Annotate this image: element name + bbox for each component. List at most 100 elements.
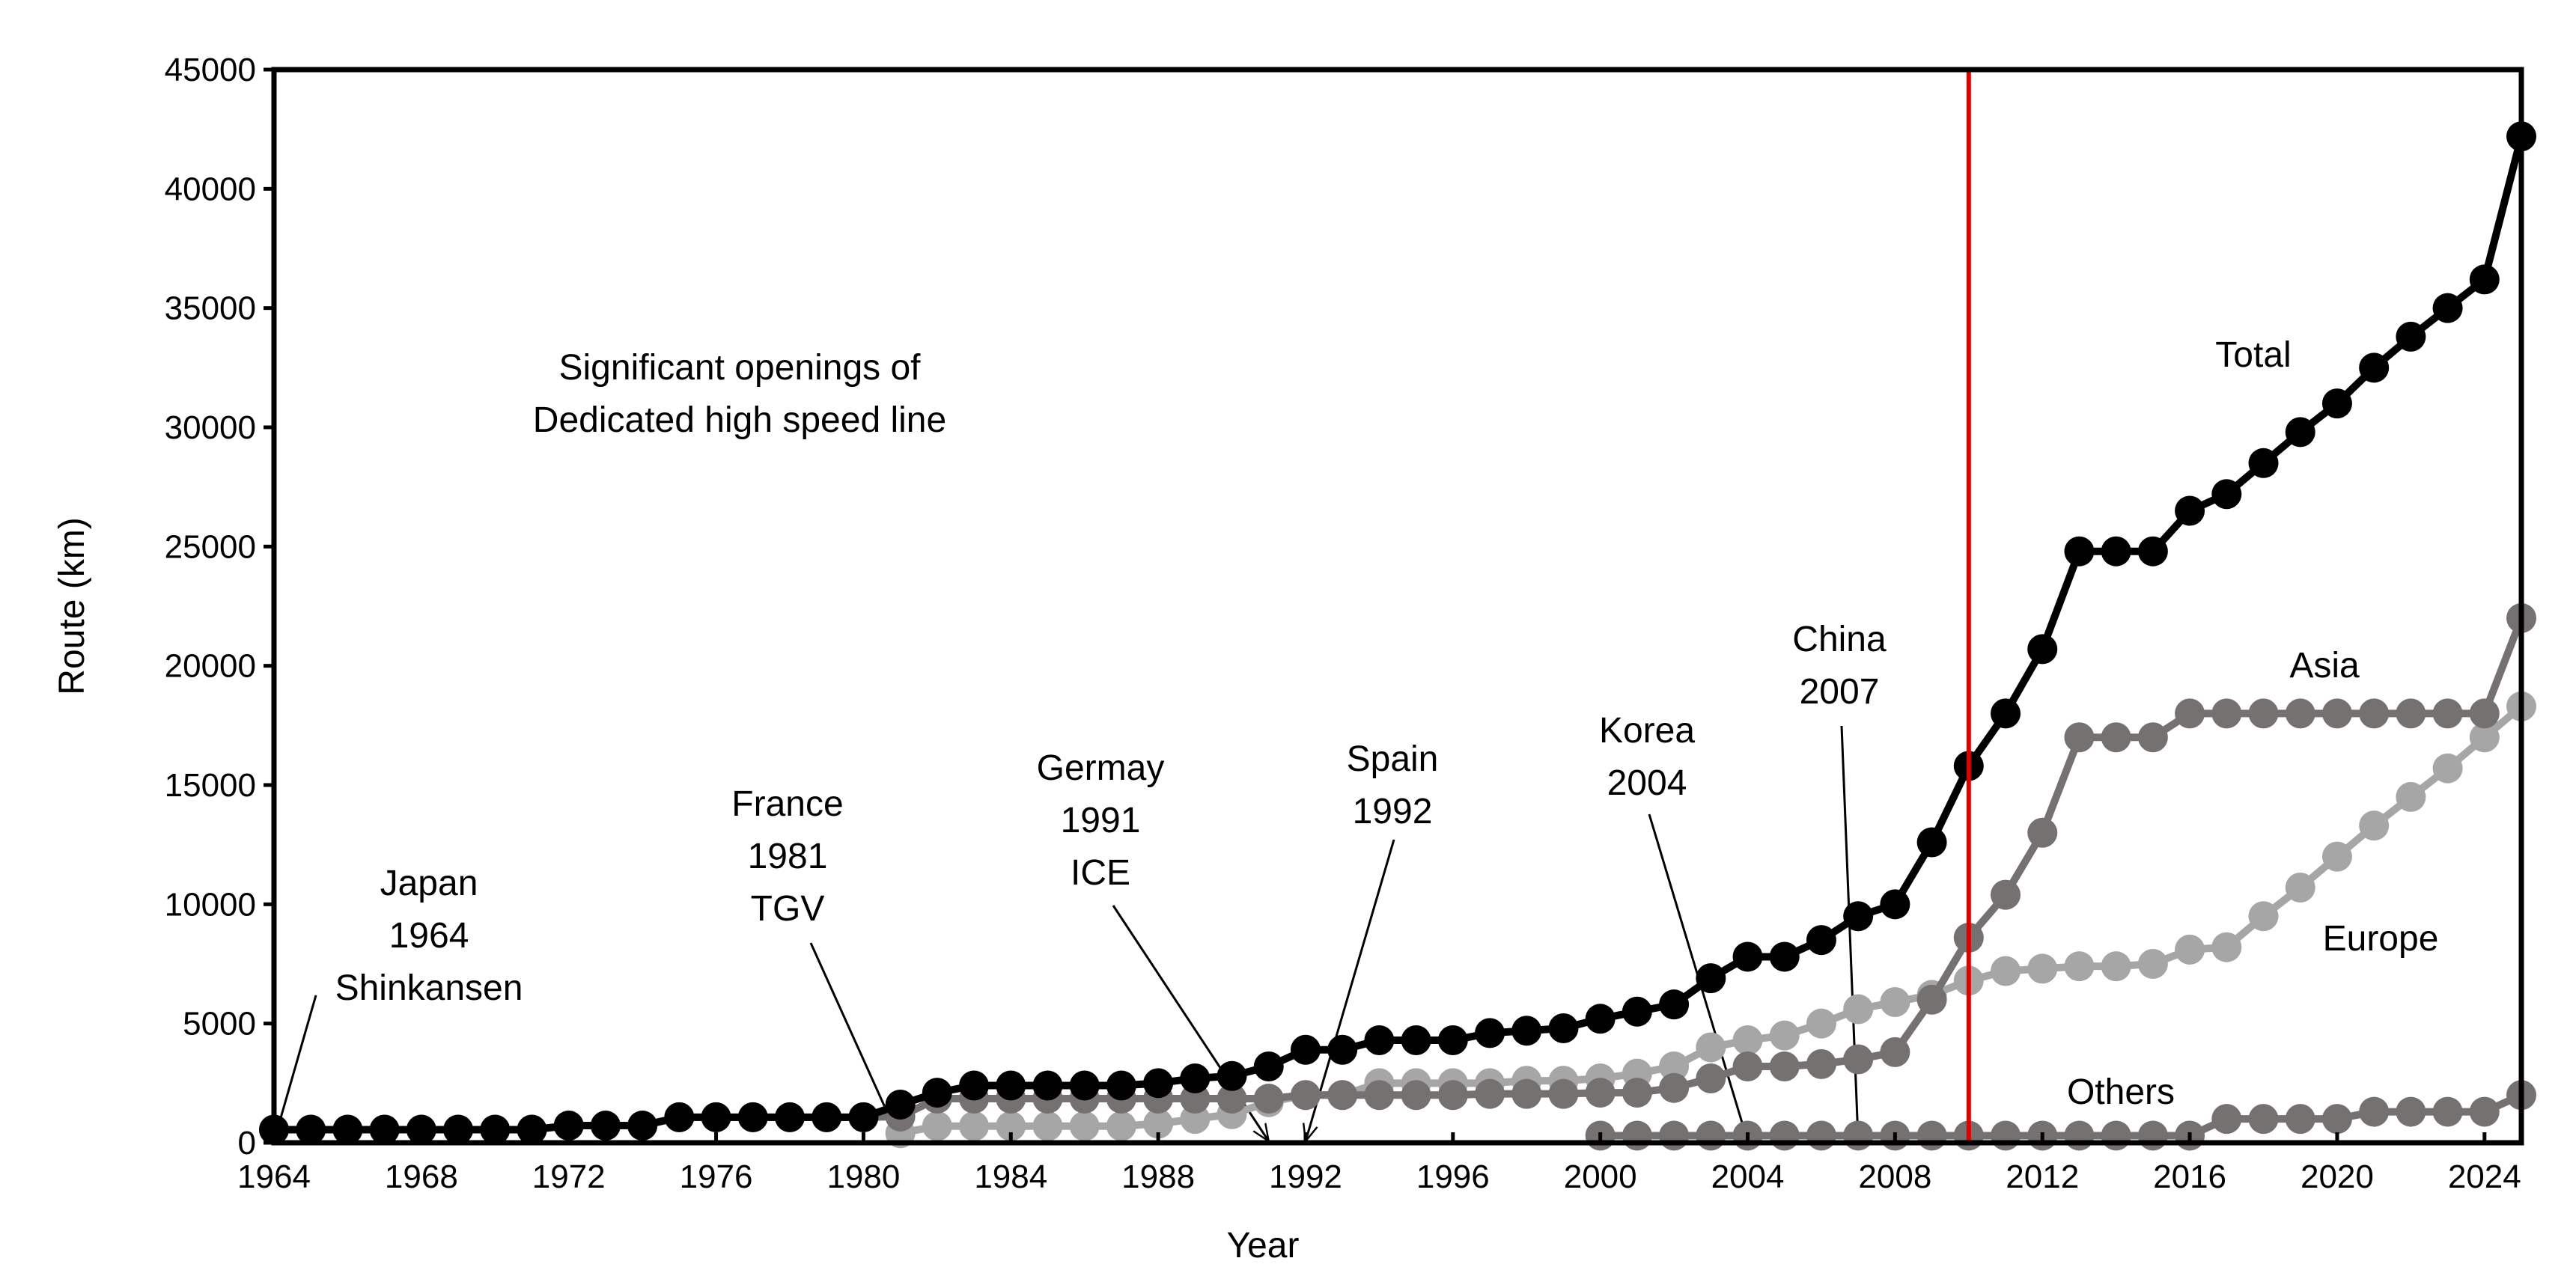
data-point-total (664, 1102, 695, 1132)
series-label-others: Others (2067, 1072, 2175, 1112)
data-point-total (1401, 1025, 1431, 1055)
y-tick-label: 10000 (165, 886, 256, 923)
data-point-europe (1106, 1111, 1136, 1141)
annotation-text: Germay (1037, 748, 1165, 788)
data-point-total (2469, 264, 2500, 295)
data-point-total (1585, 1004, 1616, 1034)
series-label-total: Total (2215, 335, 2291, 375)
annotation-japan: Japan 1964 Shinkansen (274, 864, 523, 1141)
data-point-asia (2321, 698, 2352, 729)
data-point-total (480, 1114, 511, 1145)
data-point-total (1806, 925, 1836, 956)
series-label-asia: Asia (2289, 646, 2360, 686)
data-point-asia (1732, 1051, 1763, 1082)
y-tick-label: 30000 (165, 409, 256, 446)
annotation-text: Shinkansen (335, 968, 523, 1008)
data-point-total (1364, 1025, 1395, 1055)
y-tick-label: 45000 (165, 52, 256, 88)
series-label-europe: Europe (2323, 919, 2439, 959)
data-point-total (1622, 996, 1652, 1027)
data-point-others (2396, 1096, 2426, 1127)
data-point-europe (1732, 1025, 1763, 1055)
data-point-asia (1364, 1080, 1395, 1111)
data-point-total (1916, 827, 1947, 858)
data-point-total (2248, 448, 2279, 478)
data-point-total (922, 1078, 952, 1108)
data-point-europe (2321, 841, 2352, 872)
data-point-others (2285, 1104, 2315, 1135)
data-point-total (1880, 889, 1910, 920)
annotation-text: Korea (1599, 711, 1695, 751)
data-point-total (517, 1114, 547, 1145)
data-point-others (2432, 1096, 2463, 1127)
data-point-asia (2248, 698, 2279, 729)
data-point-others (1916, 1120, 1947, 1151)
data-point-others (2321, 1104, 2352, 1135)
data-point-total (1475, 1018, 1505, 1048)
data-point-total (2396, 321, 2426, 352)
x-axis-label: Year (1227, 1226, 1300, 1266)
y-tick-label: 5000 (183, 1006, 256, 1042)
data-point-asia (1659, 1072, 1690, 1103)
data-point-europe (2432, 753, 2463, 784)
annotation-text: Significant openings of (559, 348, 922, 388)
data-point-others (1659, 1120, 1690, 1151)
data-point-asia (1916, 984, 1947, 1015)
data-point-asia (1511, 1078, 1542, 1109)
data-point-europe (1769, 1020, 1800, 1051)
data-point-total (1991, 698, 2021, 729)
annotation-title: Significant openings of Dedicated high sp… (533, 348, 946, 440)
series-layer (259, 121, 2536, 1151)
data-point-total (996, 1070, 1026, 1101)
data-point-others (2359, 1096, 2390, 1127)
data-point-others (2211, 1104, 2242, 1135)
data-point-asia (2432, 698, 2463, 729)
data-point-asia (1327, 1080, 1358, 1111)
x-tick-label: 2016 (2153, 1158, 2226, 1195)
data-point-europe (922, 1111, 952, 1141)
y-tick-label: 25000 (165, 528, 256, 565)
data-point-total (737, 1102, 768, 1132)
data-point-total (2432, 293, 2463, 323)
y-tick-label: 35000 (165, 290, 256, 327)
annotation-text: China (1792, 620, 1887, 659)
data-point-asia (1880, 1037, 1910, 1067)
data-point-asia (1991, 879, 2021, 910)
data-point-total (812, 1102, 842, 1132)
data-point-others (1696, 1120, 1726, 1151)
data-point-europe (2396, 781, 2426, 812)
annotation-text: TGV (751, 889, 825, 929)
data-point-asia (1622, 1078, 1652, 1108)
data-point-total (553, 1111, 584, 1141)
data-point-total (774, 1102, 805, 1132)
data-point-others (1991, 1120, 2021, 1151)
x-tick-label: 1972 (532, 1158, 606, 1195)
annotation-text: 1981 (748, 837, 828, 876)
x-tick-label: 1976 (680, 1158, 753, 1195)
data-point-europe (1696, 1032, 1726, 1063)
data-point-total (627, 1111, 658, 1141)
data-point-others (2248, 1104, 2279, 1135)
data-point-total (1290, 1034, 1321, 1065)
data-point-europe (2248, 901, 2279, 932)
data-point-total (1106, 1070, 1136, 1101)
series-line-total (274, 135, 2525, 1134)
annotation-text: 2004 (1607, 763, 1687, 803)
data-point-others (1843, 1120, 1874, 1151)
data-point-europe (2137, 949, 2168, 979)
annotation-text: 1992 (1353, 792, 1433, 831)
x-tick-label: 1964 (237, 1158, 311, 1195)
data-point-total (443, 1114, 474, 1145)
y-tick-label: 0 (238, 1125, 256, 1161)
data-point-total (1732, 941, 1763, 972)
data-point-asia (2137, 722, 2168, 753)
data-point-asia (1548, 1078, 1579, 1109)
data-point-europe (2211, 932, 2242, 962)
annotation-text: France (731, 784, 843, 824)
data-point-europe (2285, 873, 2315, 903)
data-point-total (2359, 352, 2390, 383)
y-tick-label: 20000 (165, 648, 256, 685)
annotations: Significant openings of Dedicated high sp… (274, 348, 1887, 1141)
data-point-europe (1806, 1008, 1836, 1039)
